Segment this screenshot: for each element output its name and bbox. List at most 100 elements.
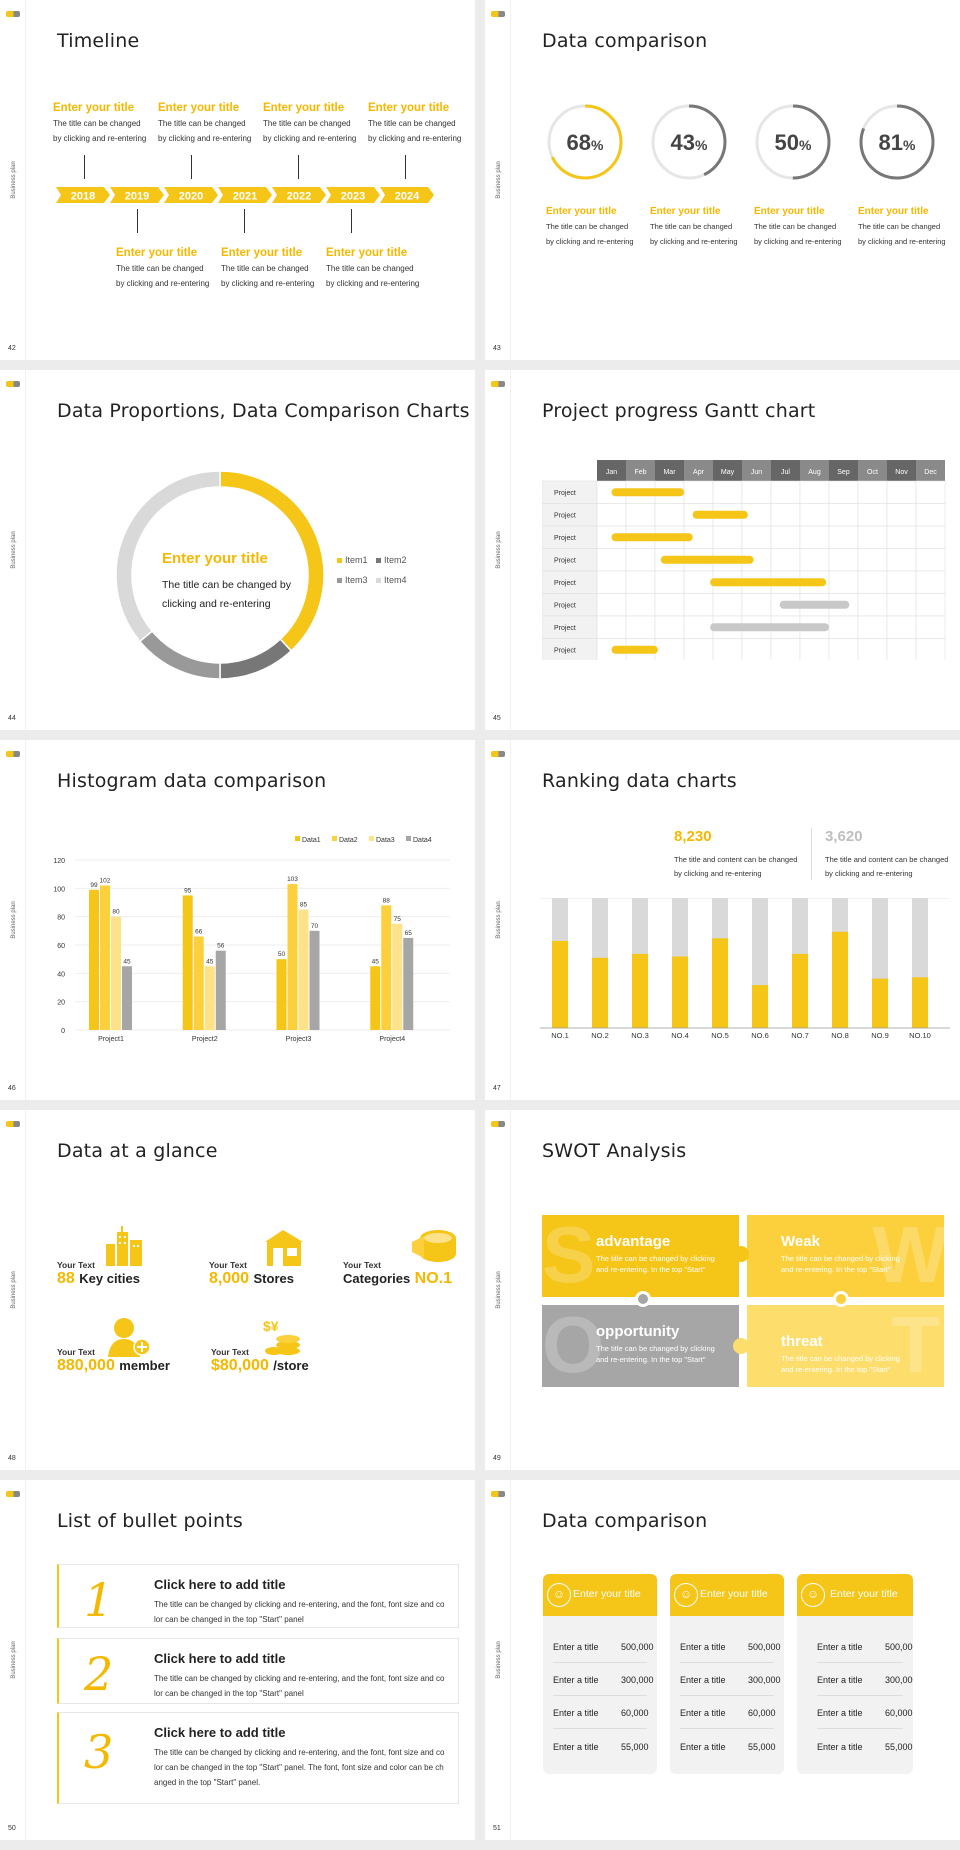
slide-bullets: Business plan List of bullet points 50 1… [0, 1480, 475, 1840]
card-row: Enter a title 55,000 [817, 1742, 913, 1752]
slide-title: SWOT Analysis [542, 1140, 687, 1162]
histogram-bar [287, 884, 298, 1030]
x-tick-label: NO.2 [591, 1031, 609, 1038]
timeline-segment [56, 187, 110, 203]
bar-data-label: 70 [311, 923, 319, 930]
slide-title: Data comparison [542, 30, 708, 52]
page-number: 45 [493, 715, 501, 722]
gantt-cell [770, 548, 801, 572]
comparison-card-2: ☺ Enter your title Enter a title 500,000 E… [670, 1574, 784, 1774]
bar-data-label: 99 [90, 882, 98, 889]
timeline-item: Enter your title The title can be change… [221, 247, 315, 288]
histogram-bar [111, 916, 121, 1030]
timeline-item: Enter your title The title can be change… [53, 102, 147, 143]
gantt-cell [654, 593, 685, 617]
donut-legend: Item1 Item2 Item3 Item4 [337, 550, 407, 590]
slide-histogram: Business plan Histogram data comparison … [0, 740, 475, 1100]
slide-title: Data comparison [542, 1510, 708, 1532]
page-number: 50 [8, 1825, 16, 1832]
gantt-cell [741, 525, 772, 549]
gantt-cell [770, 503, 801, 527]
sidebar-label: Business plan [11, 531, 17, 569]
ring-value: 50% [775, 130, 812, 155]
gantt-month-label: Dec [924, 469, 937, 476]
slide-title: Histogram data comparison [57, 770, 327, 792]
gantt-cell [857, 638, 888, 660]
gantt-cell [683, 593, 714, 617]
gantt-cell [915, 570, 946, 594]
ranking-bar [672, 956, 688, 1028]
gantt-cell [712, 480, 743, 504]
page-number: 46 [8, 1085, 16, 1092]
bar-data-label: 65 [405, 930, 413, 937]
page-number: 48 [8, 1455, 16, 1462]
gantt-month-cell [916, 460, 945, 481]
y-tick-label: 80 [57, 915, 65, 922]
gantt-cell [770, 480, 801, 504]
gantt-month-cell [684, 460, 713, 481]
gantt-month-label: Mar [663, 469, 676, 476]
timeline-segment [272, 187, 326, 203]
gantt-month-label: Nov [895, 469, 908, 476]
gantt-cell [915, 638, 946, 660]
group-icon: ☺ [801, 1583, 825, 1607]
gantt-cell [596, 503, 627, 527]
comparison-card-1: ☺ Enter your title Enter a title 500,000 E… [543, 1574, 657, 1774]
ring-value: 68% [567, 130, 604, 155]
ring-caption: Enter your title The title can be change… [546, 206, 634, 246]
gantt-cell [741, 593, 772, 617]
swot-weakness: W Weak The title can be changed by click… [747, 1215, 944, 1297]
histogram-bar [403, 937, 414, 1030]
brand-logo [491, 751, 505, 757]
sidebar-label: Business plan [11, 901, 17, 939]
timeline-item: Enter your title The title can be change… [368, 102, 462, 143]
gantt-bar [710, 623, 829, 632]
gantt-cell [915, 503, 946, 527]
slide-data-proportions: Business plan Data Proportions, Data Com… [0, 370, 475, 730]
gantt-row-label: Project [554, 535, 576, 542]
legend-swatch [337, 558, 342, 563]
timeline-year: 2022 [287, 191, 311, 203]
brand-logo [6, 11, 20, 17]
y-tick-label: 60 [57, 943, 65, 950]
ranking-stat-1: 8,230 The title and content can be chang… [674, 828, 798, 878]
gantt-cell [770, 525, 801, 549]
ranking-bar [592, 957, 608, 1028]
brand-logo [6, 1121, 20, 1127]
bullet-item-1: 1 Click here to add title The title can … [57, 1564, 459, 1628]
y-tick-label: 40 [57, 971, 65, 978]
legend-entry: Item4 [384, 575, 407, 585]
gantt-cell [857, 593, 888, 617]
timeline-item: Enter your title The title can be change… [263, 102, 357, 143]
gantt-month-label: Feb [634, 469, 646, 476]
gantt-cell [857, 548, 888, 572]
ring-caption: Enter your title The title can be change… [754, 206, 842, 246]
ranking-bar [792, 953, 808, 1028]
bar-data-label: 80 [112, 909, 120, 916]
person-icon: ☺ [547, 1583, 571, 1607]
ranking-chart: NO.1 NO.2 NO.3 NO.4 NO.5 NO.6 NO.7 NO.8 NO.9 NO.1… [540, 898, 950, 1038]
bar-data-label: 103 [287, 876, 298, 883]
ring-caption: Enter your title The title can be change… [858, 206, 946, 246]
y-tick-label: 20 [57, 1000, 65, 1007]
gantt-bar [611, 488, 684, 497]
timeline-year: 2024 [395, 191, 420, 203]
ring-progress [651, 104, 727, 180]
sidebar-label: Business plan [11, 1641, 17, 1679]
histogram-bar [193, 936, 204, 1030]
member-icon [108, 1318, 151, 1357]
y-tick-label: 0 [61, 1028, 65, 1035]
gantt-month-cell [655, 460, 684, 481]
card-row: Enter a title 55,000 [553, 1742, 649, 1752]
x-tick-label: NO.9 [871, 1031, 889, 1038]
slide-gantt: Business plan Project progress Gantt cha… [485, 370, 960, 730]
x-tick-label: NO.10 [909, 1031, 931, 1038]
gantt-row-label: Project [554, 490, 576, 497]
gantt-cell [828, 480, 859, 504]
cheese-icon [412, 1230, 456, 1262]
gantt-month-cell [887, 460, 916, 481]
timeline-segment [380, 187, 434, 203]
bar-data-label: 56 [217, 943, 225, 950]
gantt-cell [857, 615, 888, 639]
